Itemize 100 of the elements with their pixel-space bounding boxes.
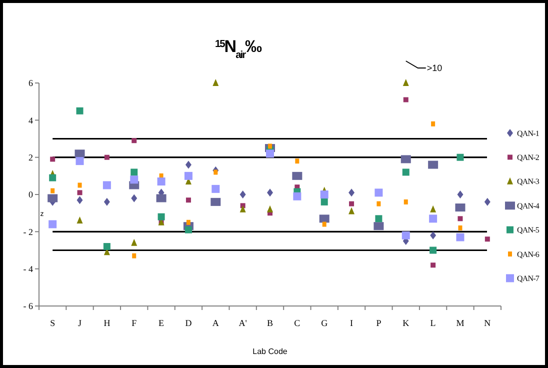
point: [456, 154, 464, 161]
point: [429, 214, 438, 223]
point: [76, 107, 84, 114]
point: [320, 198, 328, 206]
point: [375, 215, 382, 222]
point: [74, 150, 85, 158]
point: [76, 157, 84, 166]
point: [428, 160, 438, 169]
point: [48, 194, 58, 202]
y-tick-label: - 6: [23, 301, 34, 312]
x-tick-label: J: [78, 318, 82, 328]
legend-label: QAN-1: [517, 128, 540, 138]
point: [349, 201, 354, 206]
point: [430, 231, 436, 240]
point: [267, 205, 273, 212]
point: [456, 233, 464, 242]
point: [130, 176, 138, 184]
point: [374, 222, 384, 230]
point: [103, 243, 110, 250]
point: [402, 79, 409, 86]
x-tick-label: A: [212, 318, 220, 328]
point: [402, 168, 410, 176]
x-tick-label: F: [132, 318, 137, 328]
legend-label: QAN-5: [517, 226, 540, 235]
point: [156, 194, 166, 202]
point: [158, 213, 165, 220]
x-tick-label: G: [321, 318, 328, 328]
x-tick-label: K: [402, 318, 410, 328]
point: [210, 198, 221, 206]
point: [374, 188, 383, 197]
point: [102, 181, 111, 190]
point: [131, 238, 138, 246]
point: [76, 196, 83, 204]
chart-title: $^{15}$N$_{air}$‰: [214, 37, 262, 60]
point: [458, 216, 463, 222]
point: [240, 190, 246, 198]
point: [457, 190, 464, 198]
point: [431, 121, 436, 126]
x-axis-title: Lab Code: [252, 347, 288, 356]
x-tick-label: E: [158, 318, 165, 328]
x-tick-label: C: [294, 318, 300, 328]
x-tick-label: L: [430, 318, 436, 328]
point: [157, 177, 166, 186]
point: [266, 150, 274, 158]
point: [458, 225, 462, 230]
x-tick-label: D: [185, 318, 192, 328]
point: [484, 198, 490, 206]
point: [400, 155, 411, 164]
point: [402, 231, 410, 240]
point: [78, 182, 82, 188]
point: [348, 207, 355, 214]
x-tick-label: B: [266, 318, 274, 328]
x-tick-label: I: [350, 318, 354, 328]
point: [184, 172, 192, 180]
point: [348, 188, 355, 197]
point: [186, 198, 191, 203]
point: [130, 168, 138, 176]
point: [212, 79, 219, 86]
point: [430, 205, 436, 212]
point: [320, 190, 328, 198]
point: [76, 216, 83, 224]
point: [322, 222, 326, 227]
y-tick-label: 2: [28, 152, 33, 162]
point: [50, 156, 56, 162]
point: [49, 174, 56, 182]
point: [132, 253, 136, 258]
legend-label: QAN-7: [517, 274, 540, 283]
point: [319, 214, 330, 223]
x-tick-label: N: [484, 318, 492, 328]
legend-label: QAN-6: [517, 250, 540, 259]
point: [212, 184, 220, 193]
y-tick-label: 6: [28, 78, 34, 88]
point: [293, 192, 302, 200]
point: [430, 246, 437, 254]
annotation: >10: [426, 63, 442, 73]
x-tick-label: H: [104, 318, 111, 328]
point: [484, 236, 490, 242]
point: [104, 198, 110, 206]
point: [292, 172, 302, 180]
point: [77, 190, 82, 196]
y-tick-label: - 4: [23, 264, 34, 274]
point: [185, 160, 192, 169]
point: [376, 201, 381, 206]
legend-label: QAN-2: [517, 153, 540, 162]
point: [403, 97, 408, 102]
x-tick-label: P: [376, 318, 382, 328]
point: [50, 188, 55, 194]
point: [104, 154, 110, 160]
point: [295, 158, 300, 164]
y-tick-label: 0: [28, 190, 34, 200]
point: [404, 199, 408, 204]
x-tick-label: A': [238, 318, 248, 328]
point: [214, 170, 218, 175]
legend-label: QAN-3: [517, 177, 540, 186]
y-tick-label: 4: [28, 115, 34, 126]
point: [186, 220, 190, 225]
point: [240, 205, 246, 212]
point: [430, 262, 436, 268]
point: [132, 138, 137, 144]
point: [131, 194, 138, 202]
